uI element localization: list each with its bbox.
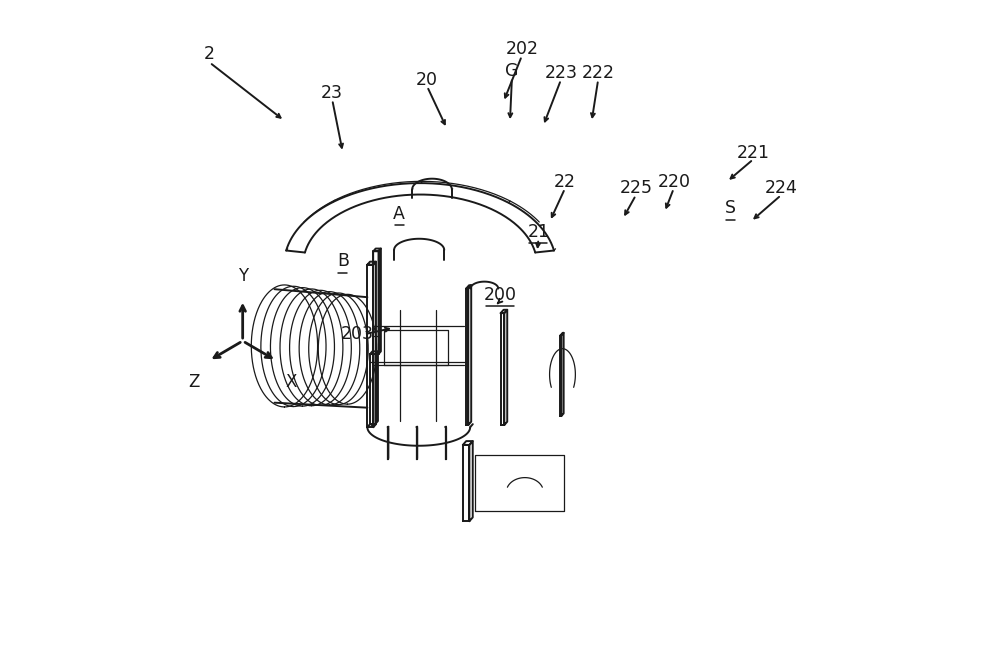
Text: 222: 222 [582,64,615,82]
Text: Z: Z [189,373,200,391]
Text: 224: 224 [765,179,798,197]
Text: A: A [393,204,405,222]
Text: 2: 2 [204,45,215,63]
Text: 21: 21 [527,223,549,241]
Text: B: B [337,252,349,270]
Text: G: G [505,62,519,80]
Text: 203: 203 [341,325,374,344]
Text: 221: 221 [737,144,770,162]
Text: 22: 22 [554,172,576,190]
Text: 220: 220 [657,172,690,190]
Text: 23: 23 [321,84,343,102]
Text: Y: Y [238,267,248,285]
Text: S: S [725,199,736,217]
Text: 202: 202 [505,40,538,58]
Text: 223: 223 [545,64,578,82]
Text: 20: 20 [416,71,438,89]
Text: 200: 200 [484,286,516,304]
Text: X: X [285,373,297,391]
Text: 225: 225 [619,179,652,197]
